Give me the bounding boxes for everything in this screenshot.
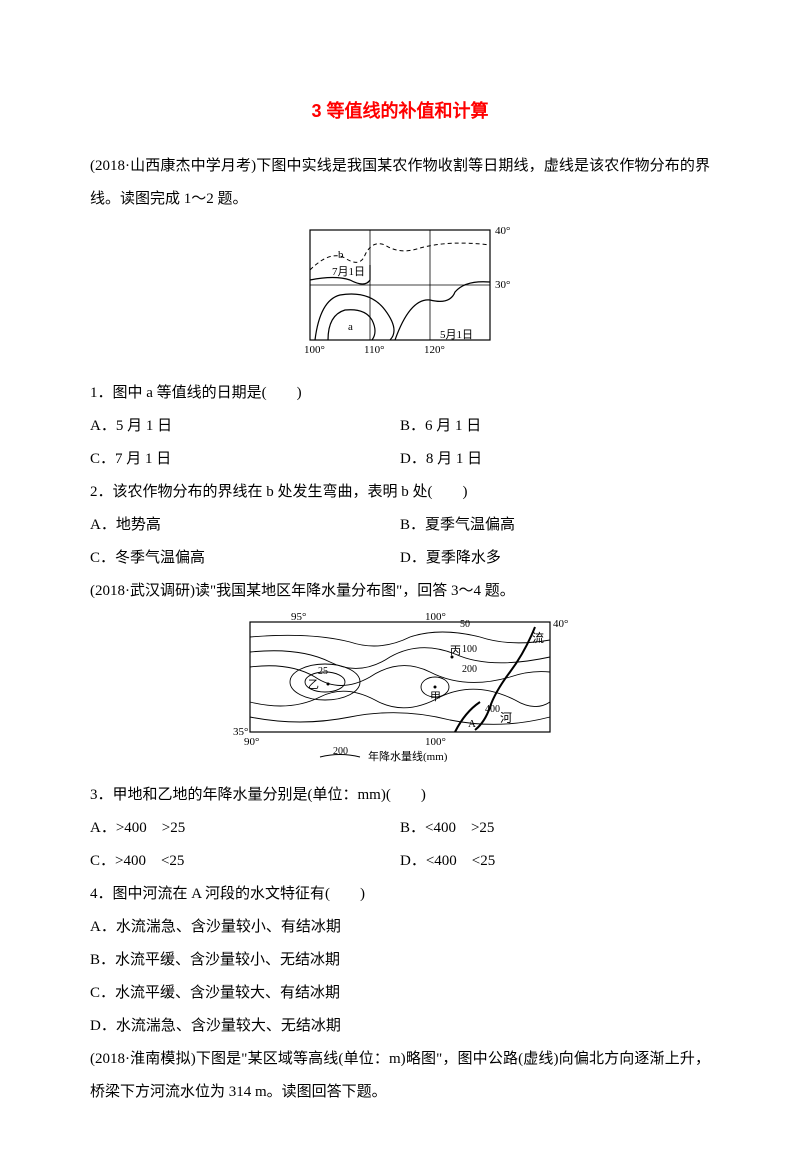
q3-row1: A．>400 >25 B．<400 >25 [90,812,710,845]
q1-row1: A．5 月 1 日 B．6 月 1 日 [90,410,710,443]
iso-50: 50 [460,619,470,630]
figure-2: 50 100 200 400 25 甲 乙 丙 A 河 流 90° 100° 9… [90,612,710,775]
label-may: 5月1日 [440,329,473,341]
q2-row1: A．地势高 B．夏季气温偏高 [90,509,710,542]
q3-opt-d: D．<400 <25 [400,845,710,878]
legend-200: 200 [333,746,348,757]
xl-95-top: 95° [291,612,306,623]
page-title: 3 等值线的补值和计算 [90,92,710,132]
mark-a: a [348,321,353,333]
intro-2: (2018·武汉调研)读"我国某地区年降水量分布图"，回答 3～4 题。 [90,575,710,608]
q3-stem: 3．甲地和乙地的年降水量分别是(单位：mm)( ) [90,779,710,812]
xlabel-100: 100° [304,344,325,356]
q2-opt-b: B．夏季气温偏高 [400,509,710,542]
q2-opt-c: C．冬季气温偏高 [90,542,400,575]
q1-opt-a: A．5 月 1 日 [90,410,400,443]
q4-stem: 4．图中河流在 A 河段的水文特征有( ) [90,878,710,911]
q4-opt-a: A．水流湍急、含沙量较小、有结冰期 [90,911,710,944]
q3-row2: C．>400 <25 D．<400 <25 [90,845,710,878]
q3-opt-b: B．<400 >25 [400,812,710,845]
xl-100: 100° [425,736,446,748]
q2-row2: C．冬季气温偏高 D．夏季降水多 [90,542,710,575]
mark-yi: 乙 [308,678,319,691]
q2-opt-a: A．地势高 [90,509,400,542]
q1-stem: 1．图中 a 等值线的日期是( ) [90,377,710,410]
q4-opt-b: B．水流平缓、含沙量较小、无结冰期 [90,944,710,977]
q3-opt-a: A．>400 >25 [90,812,400,845]
q2-stem: 2．该农作物分布的界线在 b 处发生弯曲，表明 b 处( ) [90,476,710,509]
ylabel-40: 40° [495,225,510,237]
ylabel-30: 30° [495,279,510,291]
mark-b: b [338,249,344,261]
iso-25: 25 [318,666,328,677]
label-jul: 7月1日 [332,266,365,278]
q1-row2: C．7 月 1 日 D．8 月 1 日 [90,443,710,476]
river-label: 河 [500,711,512,725]
mark-bing: 丙 [450,645,461,657]
xlabel-120: 120° [424,344,445,356]
q3-opt-c: C．>400 <25 [90,845,400,878]
mark-jia: 甲 [430,691,441,703]
q4-opt-d: D．水流湍急、含沙量较大、无结冰期 [90,1010,710,1043]
q2-opt-d: D．夏季降水多 [400,542,710,575]
intro-1: (2018·山西康杰中学月考)下图中实线是我国某农作物收割等日期线，虚线是该农作… [90,150,710,216]
mark-a-river: A [468,718,476,730]
legend-text: 年降水量线(mm) [368,749,448,762]
iso-400: 400 [485,704,500,715]
intro-3: (2018·淮南模拟)下图是"某区域等高线(单位：m)略图"，图中公路(虚线)向… [90,1043,710,1109]
q1-opt-c: C．7 月 1 日 [90,443,400,476]
q4-opt-c: C．水流平缓、含沙量较大、有结冰期 [90,977,710,1010]
yl-40: 40° [553,618,568,630]
xl-100-top: 100° [425,612,446,623]
q1-opt-b: B．6 月 1 日 [400,410,710,443]
iso-200: 200 [462,664,477,675]
iso-100: 100 [462,644,477,655]
yl-35: 35° [233,726,248,738]
q1-opt-d: D．8 月 1 日 [400,443,710,476]
xlabel-110: 110° [364,344,385,356]
figure-1: 40° 30° 100° 110° 120° 7月1日 5月1日 a b [90,220,710,373]
liu-label: 流 [532,631,544,645]
